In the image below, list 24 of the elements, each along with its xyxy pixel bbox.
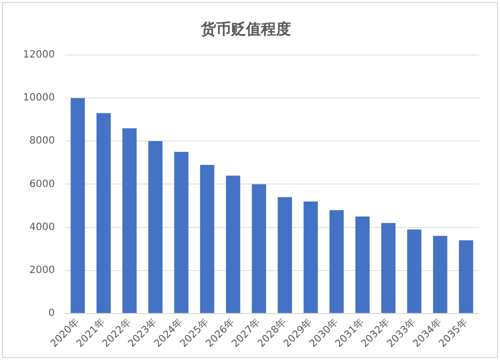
bar [174,152,188,313]
y-tick-label: 10000 [23,92,55,104]
y-tick-label: 4000 [29,222,55,233]
bar [148,141,163,313]
bar [407,229,422,313]
y-tick-label: 8000 [29,136,55,147]
chart-title: 货币贬值程度 [200,20,291,38]
bar [304,201,318,313]
bar [252,184,266,313]
y-tick-label: 2000 [29,264,55,276]
y-tick-label: 12000 [23,50,55,61]
bar [458,240,474,313]
bar [355,216,370,313]
y-tick-label: 6000 [29,178,55,190]
bar [278,197,292,313]
bar [70,98,85,313]
bar [122,128,137,313]
bar [381,222,396,313]
bar [433,236,448,313]
bar [96,113,111,313]
y-tick-label: 0 [48,308,55,320]
bar [330,210,344,313]
bar [200,164,214,313]
bar [226,176,240,313]
